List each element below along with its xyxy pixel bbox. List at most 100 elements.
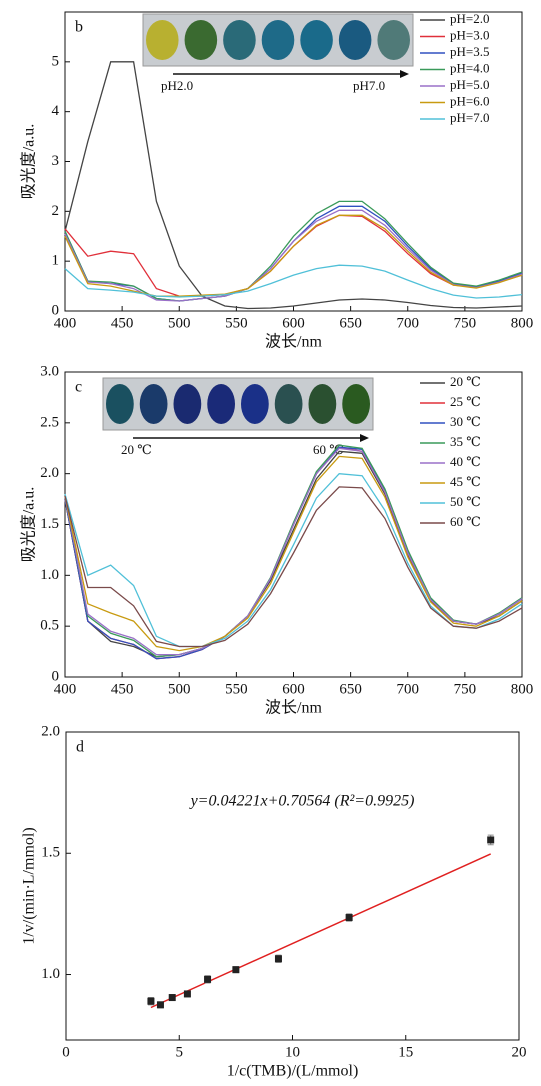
y-tick-label: 3.0 xyxy=(40,363,59,379)
series-line xyxy=(64,200,523,302)
well xyxy=(338,20,372,60)
x-tick-label: 650 xyxy=(339,315,362,331)
x-tick-label: 800 xyxy=(511,681,534,697)
y-tick-label: 1 xyxy=(52,253,60,269)
x-tick-label: 5 xyxy=(176,1044,184,1060)
series-line xyxy=(64,444,523,658)
well xyxy=(173,384,202,424)
fit-line xyxy=(150,853,491,1009)
y-tick-label: 2 xyxy=(52,203,60,219)
x-tick-label: 750 xyxy=(454,315,477,331)
x-tick-label: 400 xyxy=(54,681,77,697)
y-tick-label: 0.5 xyxy=(40,618,59,634)
y-tick-label: 5 xyxy=(52,53,60,69)
panel-letter: b xyxy=(75,19,83,36)
y-tick-label: 3 xyxy=(52,153,60,169)
x-tick-label: 600 xyxy=(282,315,305,331)
x-tick-label: 400 xyxy=(54,315,77,331)
well xyxy=(106,384,134,424)
well xyxy=(274,384,303,424)
legend-label: 20 ℃ xyxy=(450,374,481,389)
x-axis-label: 波长/nm xyxy=(265,699,322,717)
inset-label: 60 ℃ xyxy=(313,442,344,457)
legend-label: pH=7.0 xyxy=(450,110,489,125)
x-tick-label: 700 xyxy=(397,315,420,331)
series-line xyxy=(64,455,523,652)
data-point xyxy=(274,955,282,963)
y-tick-label: 2.5 xyxy=(40,414,59,430)
series-line xyxy=(64,214,523,297)
series-line xyxy=(64,264,523,299)
x-tick-label: 450 xyxy=(111,681,134,697)
x-tick-label: 550 xyxy=(225,315,248,331)
y-tick-label: 1.0 xyxy=(40,567,59,583)
y-tick-label: 0 xyxy=(52,302,60,318)
series-line xyxy=(64,447,523,656)
x-tick-label: 600 xyxy=(282,681,305,697)
y-tick-label: 1.5 xyxy=(40,516,59,532)
data-point xyxy=(487,836,495,844)
well xyxy=(146,20,179,60)
legend-label: pH=5.0 xyxy=(450,77,489,92)
x-tick-label: 450 xyxy=(111,315,134,331)
data-point xyxy=(156,1001,164,1009)
inset-label: pH7.0 xyxy=(353,78,385,93)
panel-letter: d xyxy=(76,739,84,756)
x-tick-label: 750 xyxy=(454,681,477,697)
legend-label: pH=3.0 xyxy=(450,27,489,42)
panel-letter: c xyxy=(75,379,82,396)
legend-label: 35 ℃ xyxy=(450,434,481,449)
legend-label: 60 ℃ xyxy=(450,514,481,529)
arrow-head xyxy=(400,70,409,78)
x-tick-label: 650 xyxy=(339,681,362,697)
well xyxy=(377,20,411,60)
series-line xyxy=(64,209,523,302)
inset-label: 20 ℃ xyxy=(121,442,152,457)
legend-label: 45 ℃ xyxy=(450,474,481,489)
legend-label: pH=4.0 xyxy=(450,60,489,75)
legend-label: pH=3.5 xyxy=(450,44,489,59)
data-point xyxy=(168,994,176,1002)
data-point xyxy=(147,997,155,1005)
x-axis-label: 1/c(TMB)/(L/mmol) xyxy=(227,1063,359,1080)
data-point xyxy=(204,975,212,983)
y-axis-label: 1/v/(min·L/mmol) xyxy=(21,827,38,944)
well xyxy=(207,384,235,424)
y-tick-label: 4 xyxy=(52,103,60,119)
x-tick-label: 0 xyxy=(62,1044,70,1060)
well xyxy=(223,20,256,60)
legend-label: 50 ℃ xyxy=(450,494,481,509)
well xyxy=(342,384,370,424)
inset-label: pH2.0 xyxy=(161,78,193,93)
legend-label: pH=6.0 xyxy=(450,93,489,108)
plot-frame xyxy=(65,731,520,1041)
x-tick-label: 10 xyxy=(285,1044,300,1060)
legend-label: 40 ℃ xyxy=(450,454,481,469)
legend-label: pH=2.0 xyxy=(450,11,489,26)
x-tick-label: 15 xyxy=(398,1044,413,1060)
y-axis-label: 吸光度/a.u. xyxy=(20,124,38,200)
y-tick-label: 1.5 xyxy=(41,845,60,861)
y-axis-label: 吸光度/a.u. xyxy=(20,487,38,563)
y-tick-label: 0 xyxy=(52,668,60,684)
y-tick-label: 2.0 xyxy=(40,465,59,481)
series-line xyxy=(64,61,523,310)
y-tick-label: 2.0 xyxy=(41,723,60,739)
x-tick-label: 500 xyxy=(168,315,191,331)
x-tick-label: 550 xyxy=(225,681,248,697)
x-tick-label: 20 xyxy=(512,1044,527,1060)
x-tick-label: 800 xyxy=(511,315,534,331)
data-point xyxy=(345,914,353,922)
x-tick-label: 700 xyxy=(397,681,420,697)
well xyxy=(184,20,218,60)
legend-label: 30 ℃ xyxy=(450,414,481,429)
well xyxy=(308,384,337,424)
arrow-head xyxy=(360,434,369,442)
x-axis-label: 波长/nm xyxy=(265,333,322,351)
well xyxy=(241,384,269,424)
data-point xyxy=(183,990,191,998)
x-tick-label: 500 xyxy=(168,681,191,697)
well xyxy=(261,20,295,60)
data-point xyxy=(232,966,240,974)
